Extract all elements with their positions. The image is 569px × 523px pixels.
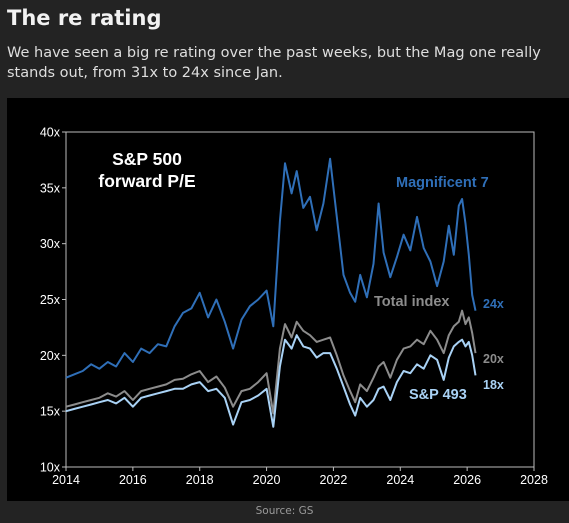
x-tick-label: 2014 (52, 473, 80, 487)
y-tick-label: 35x (40, 181, 61, 195)
series-line-sp-493 (65, 334, 477, 428)
x-tick-label: 2022 (320, 473, 348, 487)
label-sp-493: S&P 493 (409, 387, 467, 403)
y-tick-label: 15x (40, 405, 61, 419)
y-tick-label: 10x (40, 461, 61, 475)
end-label-magnificent-7: 24x (483, 297, 504, 311)
x-tick-label: 2028 (520, 473, 548, 487)
chart-title-line-2: forward P/E (98, 171, 195, 191)
y-tick-label: 25x (40, 293, 61, 307)
y-tick-label: 40x (40, 126, 61, 140)
post-subtitle: We have seen a big re rating over the pa… (7, 45, 541, 81)
x-tick-label: 2026 (453, 473, 481, 487)
pe-line-chart: 10x 15x 20x 25x 30x 35x 40x 2014 2016 2018 2020 20… (40, 126, 548, 488)
x-tick-label: 2018 (186, 473, 214, 487)
series-line-magnificent-7 (65, 157, 477, 379)
y-tick-label: 30x (40, 237, 61, 251)
x-tick-label: 2016 (119, 473, 147, 487)
source-note: Source: GS (255, 505, 314, 517)
x-tick-label: 2020 (253, 473, 281, 487)
post-title: The re rating (7, 6, 162, 30)
chart-panel: 10x 15x 20x 25x 30x 35x 40x 2014 2016 2018 2020 20… (7, 98, 569, 501)
x-tick-label: 2024 (386, 473, 414, 487)
y-tick-label: 20x (40, 349, 61, 363)
label-magnificent-7: Magnificent 7 (396, 175, 489, 191)
chart-title-line-1: S&P 500 (112, 149, 182, 169)
end-label-sp-493: 18x (483, 378, 504, 392)
label-total-index: Total index (374, 294, 449, 310)
series-line-total-index (65, 309, 477, 415)
end-label-total-index: 20x (483, 352, 504, 366)
